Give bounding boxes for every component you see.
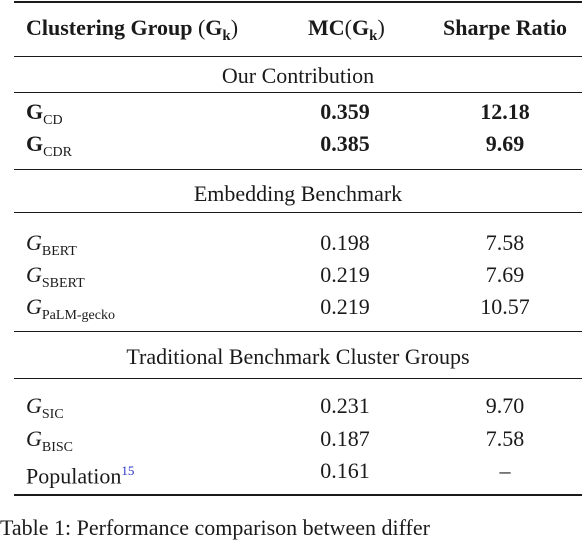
header-rule [14,56,582,57]
header-sub: k [222,28,231,44]
symbol: G [26,393,42,418]
section-title: Traditional Benchmark Cluster Groups [126,344,470,369]
sharpe-value: 7.58 [485,230,525,255]
subscript: BISC [41,440,74,455]
column-header-clustering-group: Clustering Group (Gk) [26,15,238,44]
sharpe-value: 7.58 [485,426,525,451]
section-rule [14,212,582,213]
header-paren: ( [344,15,352,40]
section-rule [14,331,582,332]
column-header-mc: MC(Gk) [308,15,385,44]
row-label: GSIC [26,393,64,423]
symbol: G [26,294,42,319]
header-sub: k [369,28,378,44]
row-label: Population15 [26,458,134,489]
section-rule [14,378,582,379]
mc-value: 0.187 [320,426,370,451]
section-rule [14,92,582,93]
symbol: G [26,230,42,255]
header-paren: ) [230,15,239,40]
sharpe-value: – [499,458,511,483]
subscript: BERT [41,244,77,259]
header-text: Clustering Group [26,15,193,40]
table-bottom-rule [14,494,582,496]
symbol: G [26,99,44,124]
subscript: SIC [41,407,64,422]
mc-value: 0.161 [320,458,370,483]
row-label: GPaLM-gecko [26,294,115,324]
sharpe-value: 10.57 [480,294,530,319]
mc-value: 0.219 [320,262,370,287]
footnote-link[interactable]: 15 [121,463,135,478]
section-rule [14,169,582,170]
row-label: GCD [26,99,63,129]
header-paren: ( [197,15,206,40]
subscript: CD [43,113,63,128]
mc-value: 0.359 [320,99,370,124]
row-label: GSBERT [26,262,85,292]
mc-value: 0.231 [320,393,370,418]
subscript: SBERT [41,276,85,291]
population-label: Population [26,463,122,489]
subscript: CDR [43,145,72,160]
row-label: GBERT [26,230,77,260]
sharpe-value: 12.18 [480,99,530,124]
header-paren: ) [377,15,385,40]
table-caption: Table 1: Performance comparison between … [0,515,430,540]
section-title: Embedding Benchmark [193,181,403,206]
mc-value: 0.219 [320,294,370,319]
symbol: G [26,131,44,156]
sharpe-value: 7.69 [485,262,525,287]
subscript: PaLM-gecko [41,308,115,323]
header-symbol: G [351,15,370,40]
column-header-sharpe-ratio: Sharpe Ratio [443,15,568,40]
mc-value: 0.385 [320,131,370,156]
table-top-rule [14,1,582,3]
symbol: G [26,426,42,451]
sharpe-value: 9.69 [485,131,525,156]
row-label: GBISC [26,426,73,456]
mc-value: 0.198 [320,230,370,255]
row-label: GCDR [26,131,72,161]
header-text: MC [308,15,345,40]
sharpe-value: 9.70 [485,393,525,418]
symbol: G [26,262,42,287]
header-symbol: G [205,15,223,40]
section-title: Our Contribution [221,63,375,88]
